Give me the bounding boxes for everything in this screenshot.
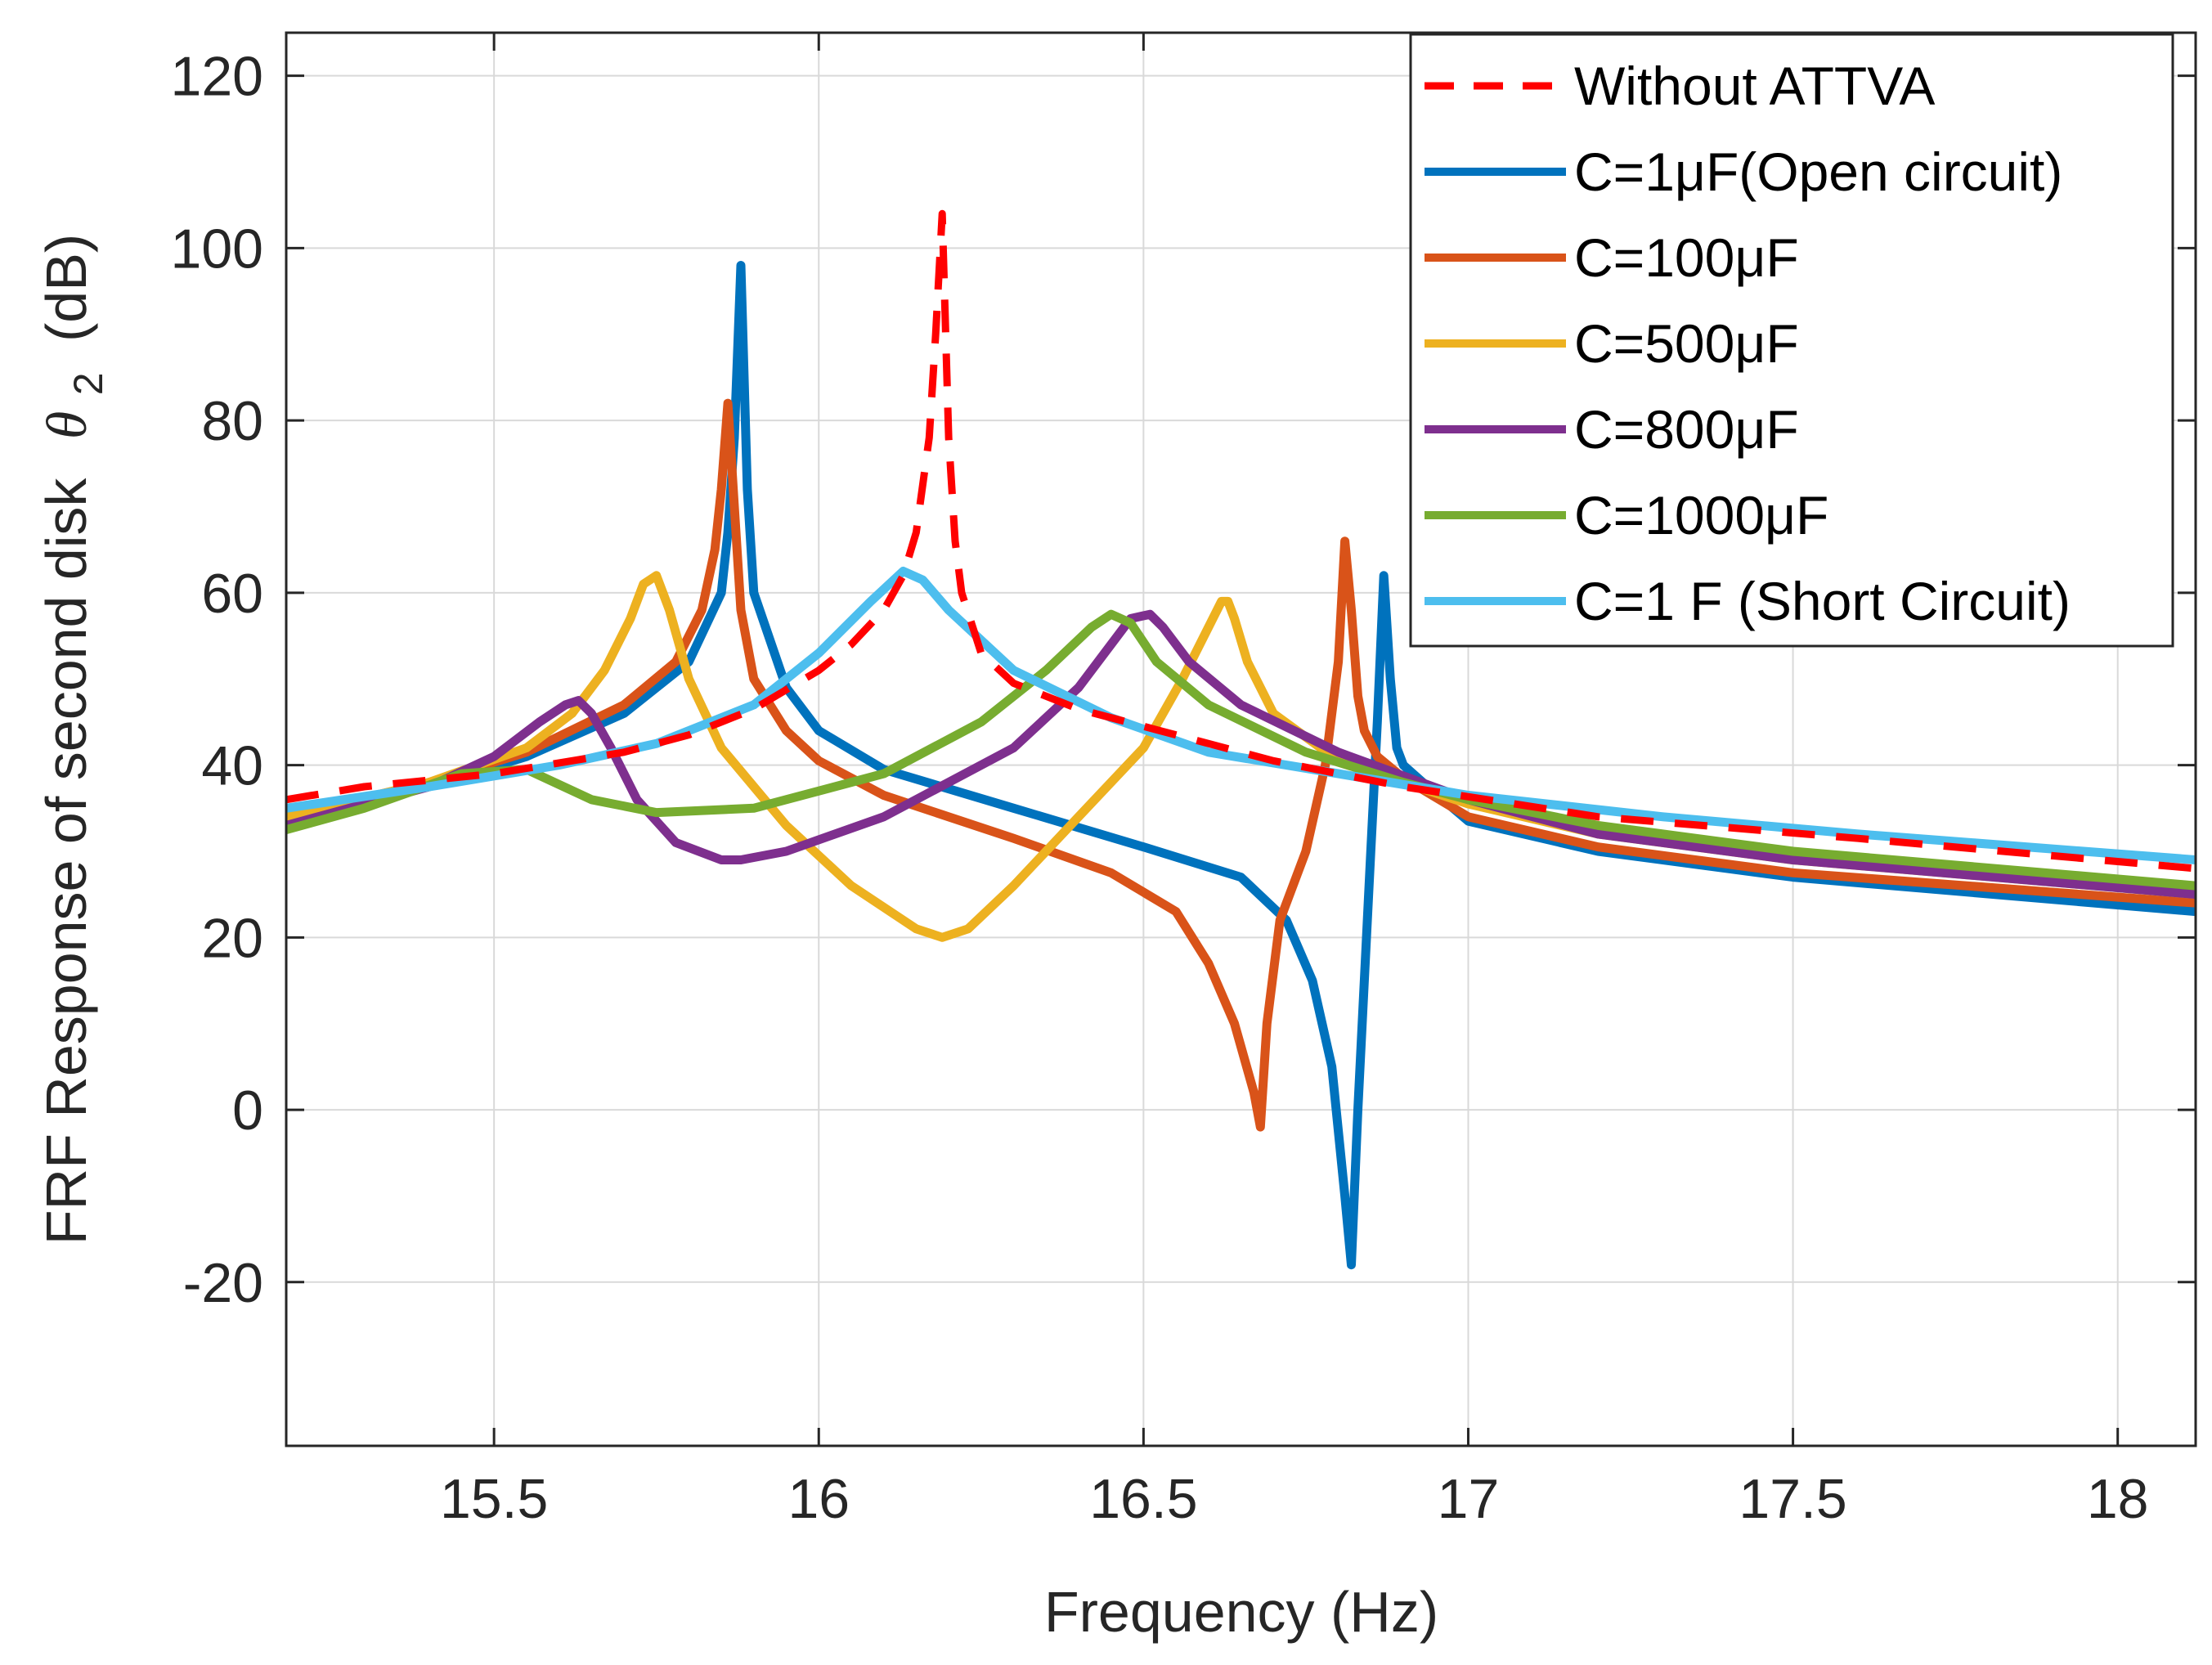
legend-label-5: C=1000μF [1574,485,1828,545]
y-axis-title-prefix: FRF Response of second disk [34,478,98,1245]
legend-label-6: C=1 F (Short Circuit) [1574,571,2071,631]
series-line-3 [286,571,2196,942]
legend: Without ATTVA C=1μF(Open circuit) C=100μF C… [1409,33,2174,648]
x-tick-label: 17 [1438,1468,1500,1530]
y-axis-title-suffix: (dB) [34,234,98,342]
series-line-6 [286,567,2196,864]
series-line-2 [286,398,2196,1132]
x-axis-title: Frequency (Hz) [1044,1580,1438,1644]
y-tick-label: 0 [232,1079,263,1142]
legend-label-2: C=100μF [1574,227,1799,288]
x-tick-label: 18 [2087,1468,2149,1530]
y-tick-label: 60 [201,563,263,625]
x-tick-label: 15.5 [440,1468,548,1530]
legend-label-0: Without ATTVA [1574,56,1935,116]
y-tick-label: 40 [201,735,263,797]
y-axis-title-symbol: θ [36,411,99,439]
y-tick-label: -20 [183,1252,263,1314]
x-tick-label: 16.5 [1089,1468,1197,1530]
tick-marks [286,33,2196,1446]
y-tick-label: 100 [171,218,263,280]
y-tick-labels: -20 0 20 40 60 80 100 120 [171,46,263,1314]
series-line-1 [286,261,2196,1270]
x-tick-label: 16 [787,1468,850,1530]
legend-items: Without ATTVA C=1μF(Open circuit) C=100μF C… [1425,56,2071,631]
y-axis-title-subscript: 2 [65,372,111,395]
legend-label-1: C=1μF(Open circuit) [1574,141,2062,202]
series-line-4 [286,609,2196,900]
y-tick-label: 120 [171,46,263,108]
legend-label-4: C=800μF [1574,399,1799,460]
legend-label-3: C=500μF [1574,313,1799,374]
x-tick-labels: 15.5 16 16.5 17 17.5 18 [440,1468,2149,1530]
plot-frame [285,31,2197,1447]
y-tick-label: 80 [201,390,263,452]
y-tick-label: 20 [201,907,263,969]
series-line-0 [286,209,2196,873]
x-tick-label: 17.5 [1739,1468,1846,1530]
y-axis-title: FRF Response of second disk θ 2 (dB) [34,234,114,1245]
series-layer [286,209,2196,1270]
